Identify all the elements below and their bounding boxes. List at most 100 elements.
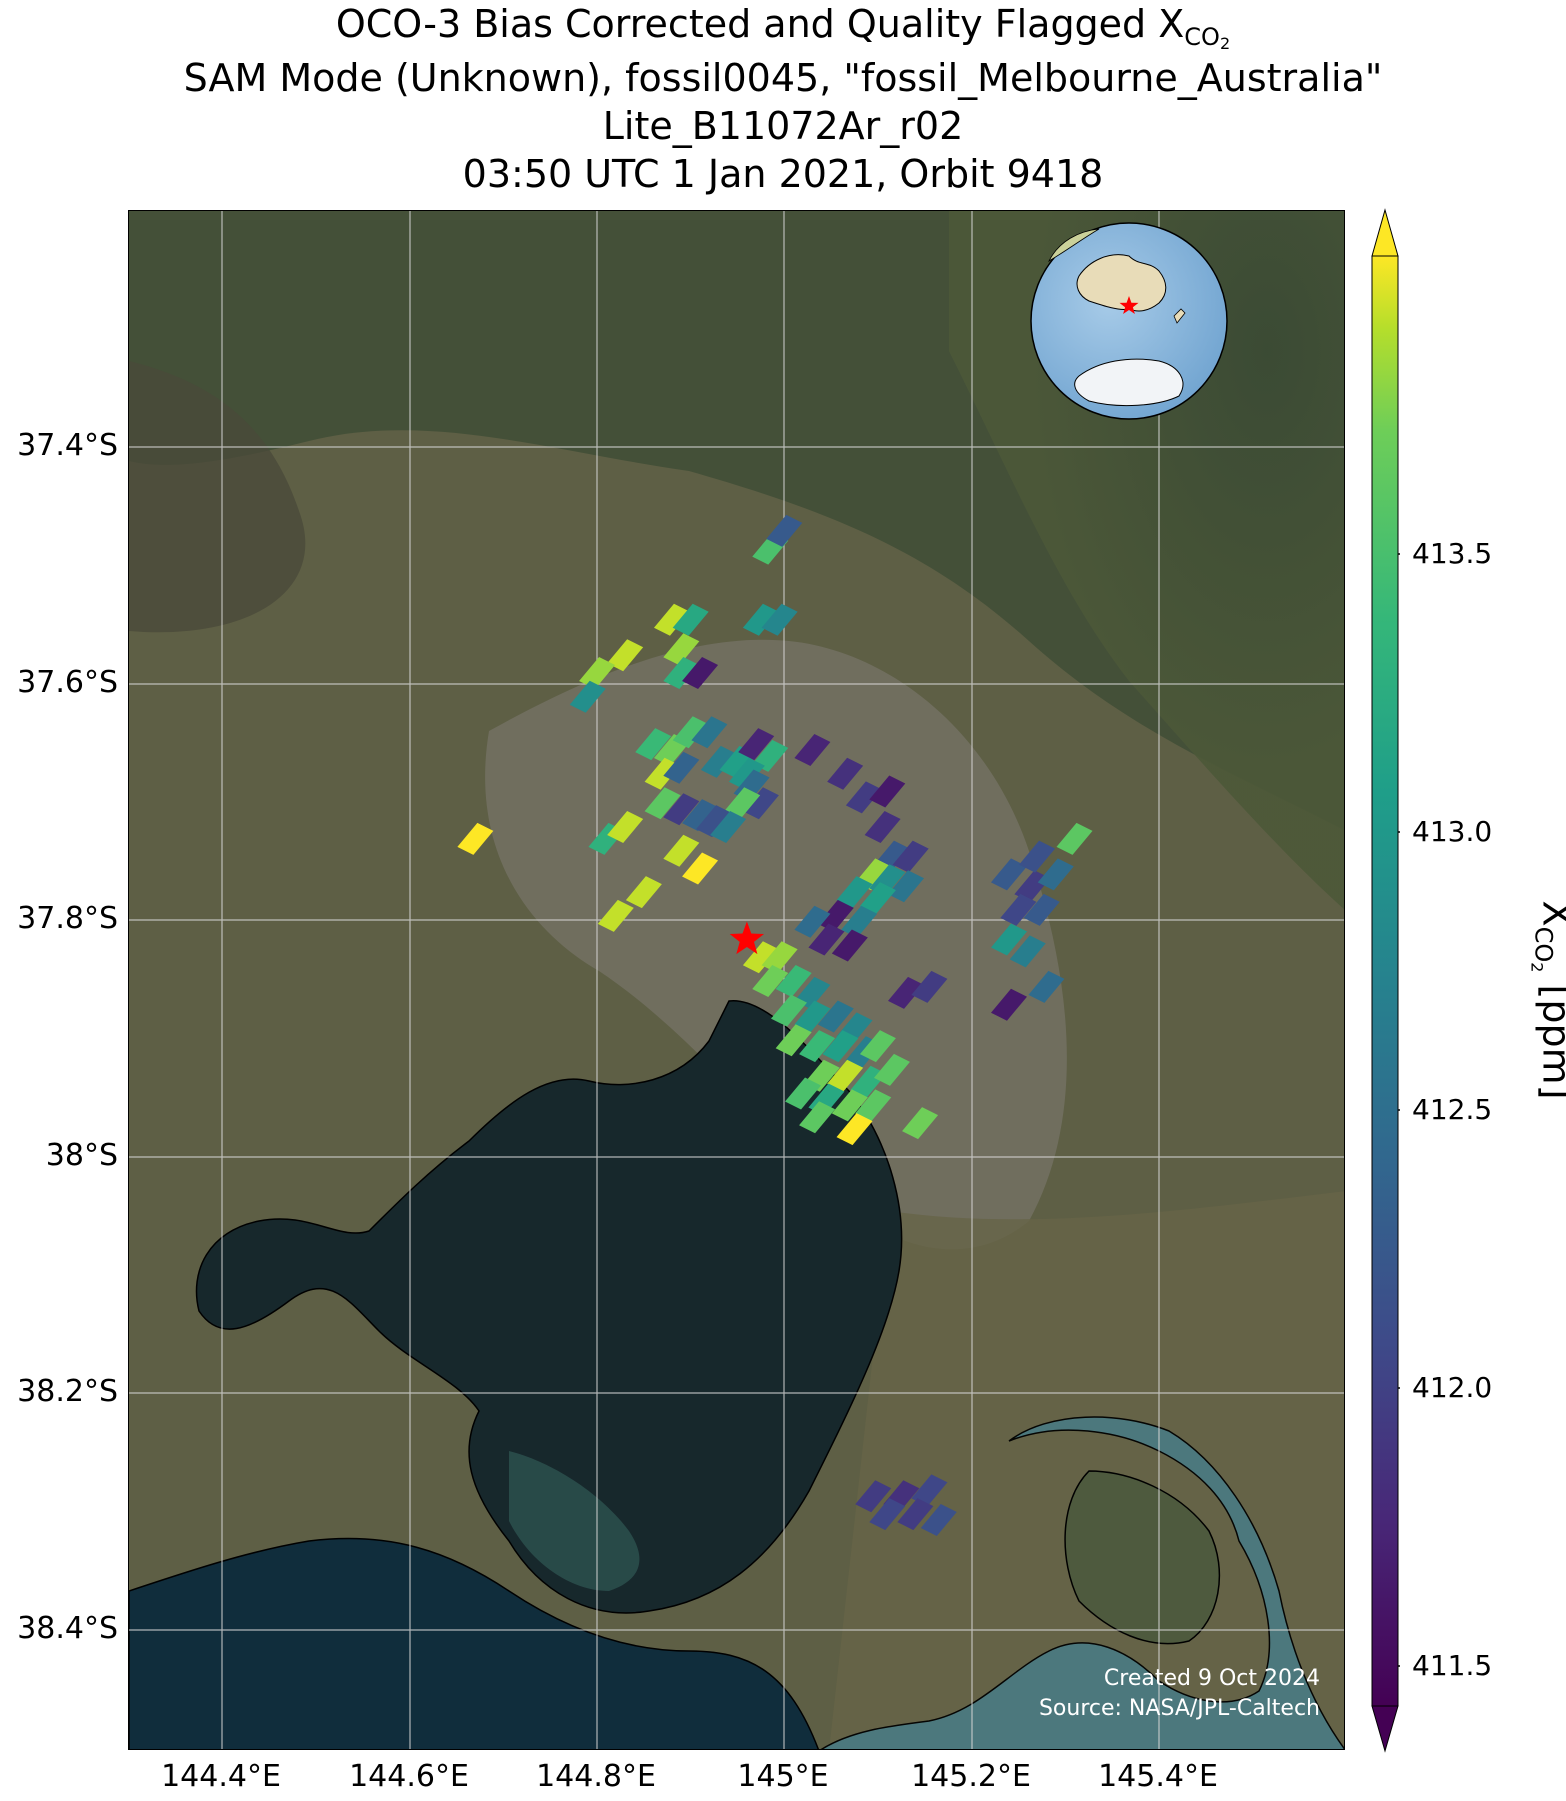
xco2-sounding: [855, 1089, 892, 1122]
xco2-sounding: [653, 603, 690, 636]
xco2-sounding: [682, 852, 719, 885]
xco2-sounding: [752, 965, 789, 997]
xco2-sounding: [911, 970, 948, 1003]
xco2-sounding: [836, 876, 873, 909]
xco2-sounding: [1037, 858, 1074, 891]
xco2-sounding: [644, 787, 681, 820]
lat-tick-label: 37.6°S: [17, 665, 118, 700]
xco2-sounding: [766, 514, 803, 547]
globe-new-zealand: [1173, 308, 1186, 324]
lon-tick-label: 144.6°E: [349, 1759, 469, 1794]
xco2-sounding: [897, 1498, 934, 1531]
xco2-sounding: [761, 941, 798, 974]
colorbar-tick-label: 411.5: [1412, 1649, 1493, 1682]
xco2-sounding: [864, 811, 901, 843]
western-dark-plains: [129, 361, 306, 633]
xco2-soundings-layer: [457, 514, 1093, 1536]
xco2-sounding: [663, 793, 700, 826]
colorbar-title-sub-co: CO: [1529, 926, 1558, 963]
xco2-sounding: [663, 751, 700, 784]
lat-tick-label: 38.4°S: [17, 1611, 118, 1646]
colorbar-title-subscript: CO2: [1528, 926, 1558, 973]
xco2-sounding: [817, 1000, 854, 1033]
xco2-sounding: [794, 905, 831, 938]
xco2-sounding: [841, 905, 878, 938]
xco2-sounding: [1023, 893, 1060, 926]
colorbar-tick-label: 413.0: [1412, 815, 1493, 848]
lon-tick-label: 145.4°E: [1098, 1759, 1218, 1794]
colorbar-tick-label: 413.5: [1412, 537, 1493, 570]
xco2-sounding: [831, 1089, 868, 1122]
xco2-sounding: [761, 603, 798, 636]
xco2-sounding: [700, 745, 737, 778]
xco2-sounding: [625, 876, 662, 909]
xco2-sounding: [682, 799, 719, 832]
colorbar-tick-label: 412.5: [1412, 1093, 1493, 1126]
lat-tick-label: 38.2°S: [17, 1374, 118, 1409]
xco2-sounding: [799, 1030, 836, 1063]
xco2-sounding: [855, 1480, 892, 1513]
xco2-sounding: [869, 775, 906, 808]
xco2-sounding: [672, 716, 709, 749]
xco2-sounding: [1009, 935, 1046, 968]
xco2-sounding: [859, 882, 896, 915]
colorbar-extend-max: [1371, 208, 1399, 257]
target-star-icon: [729, 921, 764, 955]
lon-tick-label: 144.4°E: [161, 1759, 281, 1794]
globe-asia: [1048, 228, 1100, 263]
xco2-sounding: [742, 941, 779, 974]
title-line-2: SAM Mode (Unknown), fossil0045, "fossil_…: [183, 56, 1383, 100]
map-panel[interactable]: Created 9 Oct 2024 Source: NASA/JPL-Calt…: [128, 210, 1345, 1750]
xco2-sounding: [794, 1000, 831, 1033]
xco2-sounding: [990, 988, 1027, 1021]
map-svg[interactable]: [129, 211, 1345, 1750]
xco2-sounding: [696, 805, 733, 838]
bay-shallows: [509, 1451, 640, 1591]
xco2-sounding: [873, 1053, 910, 1086]
xco2-sounding: [663, 633, 700, 666]
xco2-sounding: [672, 603, 709, 636]
xco2-sounding: [799, 1101, 836, 1134]
xco2-sounding: [710, 811, 747, 843]
xco2-sounding: [827, 757, 864, 790]
xco2-sounding: [902, 1107, 939, 1140]
lon-tick-label: 145°E: [737, 1759, 829, 1794]
globe-antarctica: [1074, 358, 1184, 407]
colorbar-title-x: X: [1535, 901, 1566, 927]
port-phillip-bay: [195, 1000, 903, 1614]
xco2-sounding: [794, 734, 831, 766]
xco2-sounding: [869, 1498, 906, 1531]
locator-globe: [1030, 222, 1228, 420]
lon-tick-label: 144.8°E: [536, 1759, 656, 1794]
xco2-sounding: [607, 811, 644, 843]
xco2-sounding: [569, 680, 606, 713]
xco2-sounding: [1056, 822, 1093, 855]
xco2-sounding: [663, 834, 700, 867]
xco2-sounding: [808, 923, 845, 956]
lon-tick-label: 145.2°E: [911, 1759, 1031, 1794]
lat-tick-label: 37.8°S: [17, 901, 118, 936]
xco2-sounding: [990, 858, 1027, 891]
eastern-ranges: [949, 211, 1344, 910]
xco2-sounding: [635, 728, 672, 761]
colorbar-tick-label: 412.0: [1412, 1371, 1493, 1404]
colorbar-extend-min: [1371, 1705, 1399, 1753]
western-port: [820, 1416, 1344, 1749]
xco2-sounding: [775, 965, 812, 997]
colorbar-title-units: [ppm]: [1534, 984, 1566, 1100]
globe-ocean: [1030, 222, 1228, 420]
xco2-sounding: [682, 657, 719, 689]
french-island: [1064, 1470, 1221, 1645]
xco2-sounding: [859, 1030, 896, 1063]
xco2-sounding: [775, 1024, 812, 1057]
colorbar-title: XCO2 [ppm]: [1528, 901, 1566, 1100]
xco2-sounding: [738, 728, 775, 761]
xco2-sounding: [724, 787, 761, 820]
xco2-sounding: [663, 657, 700, 689]
xco2-sounding: [785, 1077, 822, 1110]
colorbar-ticks: [1398, 553, 1400, 1667]
xco2-sounding: [770, 994, 807, 1027]
xco2-sounding: [1000, 893, 1037, 926]
lat-tick-label: 37.4°S: [17, 428, 118, 463]
title-line-1: OCO-3 Bias Corrected and Quality Flagged…: [0, 2, 1566, 66]
